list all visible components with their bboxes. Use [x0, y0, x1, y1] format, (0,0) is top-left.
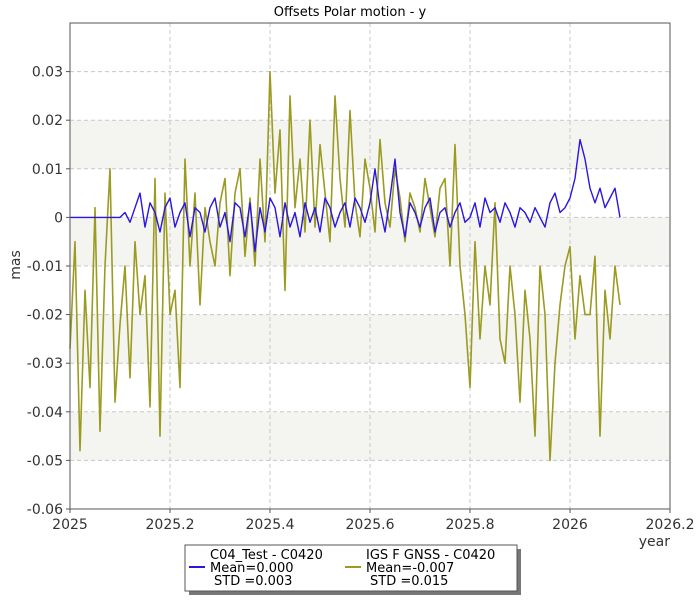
y-tick-label-2: -0.04	[27, 405, 63, 421]
x-tick-label-0: 2025	[52, 517, 88, 533]
x-tick-label-1: 2025.2	[146, 517, 195, 533]
series-line-igs	[69, 70, 621, 462]
series-layer	[69, 70, 621, 462]
x-tick-label-5: 2026	[552, 517, 588, 533]
x-tick-label-2: 2025.4	[246, 517, 295, 533]
y-tick-label-3: -0.03	[27, 356, 63, 372]
legend-std-c04: STD =0.003	[214, 574, 292, 589]
y-tick-label-9: 0.03	[32, 65, 63, 81]
x-tick-label-3: 2025.6	[346, 517, 395, 533]
x-tick-label-4: 2025.8	[446, 517, 495, 533]
x-axis-label: year	[639, 534, 670, 550]
y-tick-label-5: -0.01	[27, 259, 63, 275]
y-tick-label-1: -0.05	[27, 453, 63, 469]
legend-mean-igs: Mean=-0.007	[366, 561, 454, 576]
y-tick-label-4: -0.02	[27, 308, 63, 324]
x-tick-label-6: 2026.2	[646, 517, 695, 533]
y-tick-label-8: 0.02	[32, 113, 63, 129]
y-axis-label: mas	[8, 250, 24, 280]
y-tick-label-7: 0.01	[32, 162, 63, 178]
x-axis-ticks: 2025 2025.2 2025.4 2025.6 2025.8 2026 2026.2	[52, 509, 695, 533]
chart-title: Offsets Polar motion - y	[274, 5, 427, 20]
y-tick-label-6: 0	[54, 210, 63, 226]
legend: C04_Test - C0420 Mean=0.000 STD =0.003 I…	[184, 544, 521, 595]
legend-std-igs: STD =0.015	[370, 574, 448, 589]
legend-mean-c04: Mean=0.000	[210, 561, 294, 576]
series-line-c04	[70, 138, 621, 253]
y-axis-ticks: -0.06 -0.05 -0.04 -0.03 -0.02 -0.01 0 0.01 0.02 0…	[27, 65, 70, 518]
legend-series-name-c04: C04_Test - C0420	[210, 548, 323, 563]
legend-series-name-igs: IGS F GNSS - C0420	[366, 548, 495, 563]
y-tick-label-0: -0.06	[27, 502, 63, 518]
